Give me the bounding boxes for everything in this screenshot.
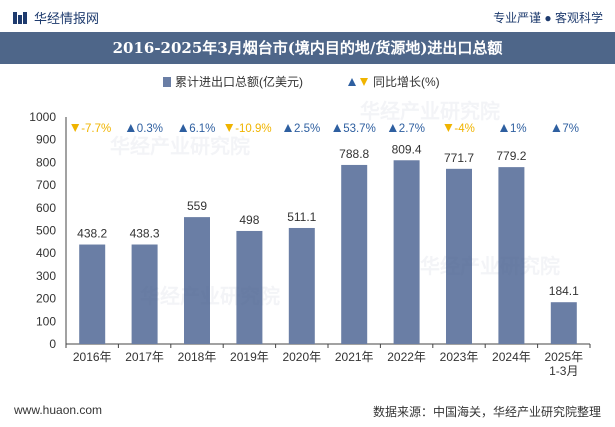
growth-up-triangle-icon xyxy=(333,124,342,132)
growth-down-triangle-icon xyxy=(444,124,453,132)
growth-down-triangle-icon xyxy=(225,124,234,132)
footer: www.huaon.com 数据来源：中国海关，华经产业研究院整理 xyxy=(0,394,615,427)
legend-down-triangle-icon xyxy=(360,78,368,86)
legend-up-triangle-icon xyxy=(348,78,356,86)
bar xyxy=(236,230,263,344)
bar xyxy=(131,244,158,344)
growth-label: -4% xyxy=(454,123,474,135)
y-tick-label: 700 xyxy=(36,178,56,192)
growth-label: 0.3% xyxy=(137,123,163,135)
site-name: 华经情报网 xyxy=(34,11,100,26)
y-tick-label: 0 xyxy=(49,337,56,351)
bar-value-label: 771.7 xyxy=(444,151,474,165)
x-tick-label: 2022年 xyxy=(387,350,426,364)
y-tick-label: 100 xyxy=(36,314,56,328)
data-source: 数据来源：中国海关，华经产业研究院整理 xyxy=(372,405,601,419)
y-tick-label: 200 xyxy=(36,292,56,306)
growth-up-triangle-icon xyxy=(179,124,188,132)
bar-value-label: 184.1 xyxy=(549,284,579,298)
y-tick-label: 800 xyxy=(36,155,56,169)
x-tick-label: 2016年 xyxy=(73,350,112,364)
logo-icon xyxy=(13,11,27,24)
x-tick-label: 2024年 xyxy=(492,350,531,364)
growth-label: 53.7% xyxy=(343,123,376,135)
bar xyxy=(446,168,472,344)
bar xyxy=(393,160,420,344)
growth-up-triangle-icon xyxy=(552,124,561,132)
bar xyxy=(288,227,315,344)
y-tick-label: 900 xyxy=(36,133,56,147)
bar-value-label: 438.3 xyxy=(130,227,160,241)
website-link[interactable]: www.huaon.com xyxy=(14,403,103,417)
legend-bar-label: 累计进出口总额(亿美元) xyxy=(175,74,303,89)
bar xyxy=(498,167,525,344)
x-tick-label: 1-3月 xyxy=(549,364,578,378)
bar-value-label: 809.4 xyxy=(392,142,422,156)
bar-value-label: 438.2 xyxy=(77,227,107,241)
bar-value-label: 779.2 xyxy=(496,149,526,163)
legend-bar-swatch xyxy=(163,77,171,87)
growth-label: 2.7% xyxy=(399,123,425,135)
growth-up-triangle-icon xyxy=(388,124,397,132)
x-tick-label: 2020年 xyxy=(282,350,321,364)
tagline: 专业严谨 ● 客观科学 xyxy=(493,11,603,25)
x-tick-label: 2025年 xyxy=(544,350,583,364)
bar-value-label: 511.1 xyxy=(287,210,316,224)
bar xyxy=(341,164,368,344)
growth-up-triangle-icon xyxy=(500,124,508,132)
y-tick-label: 500 xyxy=(36,224,56,238)
bar-value-label: 788.8 xyxy=(339,147,369,161)
y-tick-label: 1000 xyxy=(29,110,56,124)
growth-label: 2.5% xyxy=(294,123,320,135)
growth-label: -7.7% xyxy=(81,123,111,135)
bar xyxy=(79,244,106,344)
y-tick-label: 400 xyxy=(36,246,56,260)
x-tick-label: 2021年 xyxy=(335,350,374,364)
chart-title: 2016-2025年3月烟台市(境内目的地/货源地)进出口总额 xyxy=(0,32,615,64)
bar xyxy=(550,302,577,344)
chart-area: 累计进出口总额(亿美元) 同比增长(%) 0 100 200 300 400 500 600 70… xyxy=(0,64,615,394)
growth-label: 7% xyxy=(562,123,579,135)
y-tick-label: 300 xyxy=(36,269,56,283)
bar-value-label: 559 xyxy=(187,199,207,213)
site-logo[interactable]: 华经情报网 xyxy=(12,8,99,27)
x-tick-label: 2017年 xyxy=(125,350,164,364)
growth-label: 1% xyxy=(510,123,527,135)
top-bar: 华经情报网 专业严谨 ● 客观科学 xyxy=(0,0,615,32)
growth-up-triangle-icon xyxy=(284,124,292,132)
y-tick-label: 600 xyxy=(36,201,56,215)
legend-growth-label: 同比增长(%) xyxy=(373,75,440,89)
growth-down-triangle-icon xyxy=(71,124,80,132)
bar-value-label: 498 xyxy=(239,213,259,227)
bar-chart: 累计进出口总额(亿美元) 同比增长(%) 0 100 200 300 400 500 600 70… xyxy=(29,74,591,378)
growth-label: 6.1% xyxy=(189,123,215,135)
x-tick-label: 2018年 xyxy=(178,350,217,364)
growth-label: -10.9% xyxy=(235,123,271,135)
bar xyxy=(184,217,210,344)
x-tick-label: 2019年 xyxy=(230,350,269,364)
x-tick-label: 2023年 xyxy=(440,350,479,364)
growth-up-triangle-icon xyxy=(126,124,135,132)
